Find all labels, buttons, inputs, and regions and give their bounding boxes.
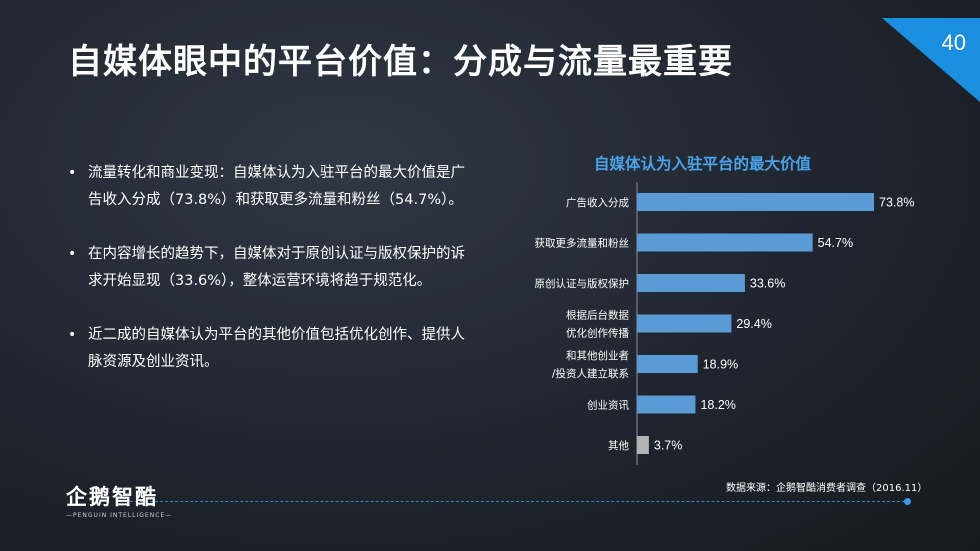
bar-4 xyxy=(637,355,698,373)
logo-wordmark: 企鹅智酷 xyxy=(66,485,158,509)
bullet-dot-icon: • xyxy=(68,246,77,262)
category-label-2-0: 原创认证与版权保护 xyxy=(535,277,630,290)
bullet-list: • 流量转化和商业变现：自媒体认为入驻平台的最大价值是广告收入分成（73.8%）… xyxy=(66,160,476,403)
value-label-2: 33.6% xyxy=(750,277,785,291)
bar-5 xyxy=(637,395,696,414)
value-label-0: 73.8% xyxy=(879,196,914,210)
bar-chart: 73.8% 广告收入分成 54.7% 获取更多流量和粉丝 33.6% 原创认证与版权保护 2… xyxy=(535,182,914,465)
bullet-text: 近二成的自媒体认为平台的其他价值包括优化创作、提供人脉资源及创业资讯。 xyxy=(88,327,465,370)
page-number: 40 xyxy=(941,30,966,55)
category-label-5-0: 创业资讯 xyxy=(587,399,629,412)
value-label-5: 18.2% xyxy=(700,398,735,412)
bullet-item: • 近二成的自媒体认为平台的其他价值包括优化创作、提供人脉资源及创业资讯。 xyxy=(66,322,476,376)
source-note: 数据来源：企鹅智酷消费者调查（2016.11） xyxy=(726,483,928,494)
value-label-3: 29.4% xyxy=(736,317,771,331)
category-label-4-0: 和其他创业者 xyxy=(566,349,629,362)
chart-title: 自媒体认为入驻平台的最大价值 xyxy=(594,155,812,173)
bullet-text: 流量转化和商业变现：自媒体认为入驻平台的最大价值是广告收入分成（73.8%）和获… xyxy=(88,165,465,208)
value-label-1: 54.7% xyxy=(818,236,853,250)
corner-tab xyxy=(882,18,980,102)
bullet-dot-icon: • xyxy=(68,165,77,181)
category-label-1-0: 获取更多流量和粉丝 xyxy=(535,237,630,250)
bullet-item: • 在内容增长的趋势下，自媒体对于原创认证与版权保护的诉求开始显现（33.6%）… xyxy=(66,241,476,295)
footer-divider xyxy=(130,501,910,502)
value-label-4: 18.9% xyxy=(703,358,738,372)
bar-2 xyxy=(637,274,745,292)
bar-6 xyxy=(637,436,649,454)
slide-title: 自媒体眼中的平台价值：分成与流量最重要 xyxy=(68,42,733,82)
logo-tagline: —PENGUIN INTELLIGENCE— xyxy=(66,512,173,519)
footer-divider-dot-icon xyxy=(904,498,911,505)
bar-3 xyxy=(637,314,732,333)
category-label-3-0: 根据后台数据 xyxy=(566,309,629,322)
bullet-dot-icon: • xyxy=(68,327,77,343)
category-label-4-1: /投资人建立联系 xyxy=(552,367,629,380)
category-label-6-0: 其他 xyxy=(608,439,629,452)
bullet-item: • 流量转化和商业变现：自媒体认为入驻平台的最大价值是广告收入分成（73.8%）… xyxy=(66,160,476,214)
bar-0 xyxy=(637,193,874,211)
category-label-0-0: 广告收入分成 xyxy=(566,196,629,209)
bar-1 xyxy=(637,233,813,252)
category-label-3-1: 优化创作传播 xyxy=(566,327,629,340)
brand-logo: 企鹅智酷 —PENGUIN INTELLIGENCE— xyxy=(66,481,172,519)
bullet-text: 在内容增长的趋势下，自媒体对于原创认证与版权保护的诉求开始显现（33.6%），整… xyxy=(88,246,465,289)
value-label-6: 3.7% xyxy=(654,439,683,453)
